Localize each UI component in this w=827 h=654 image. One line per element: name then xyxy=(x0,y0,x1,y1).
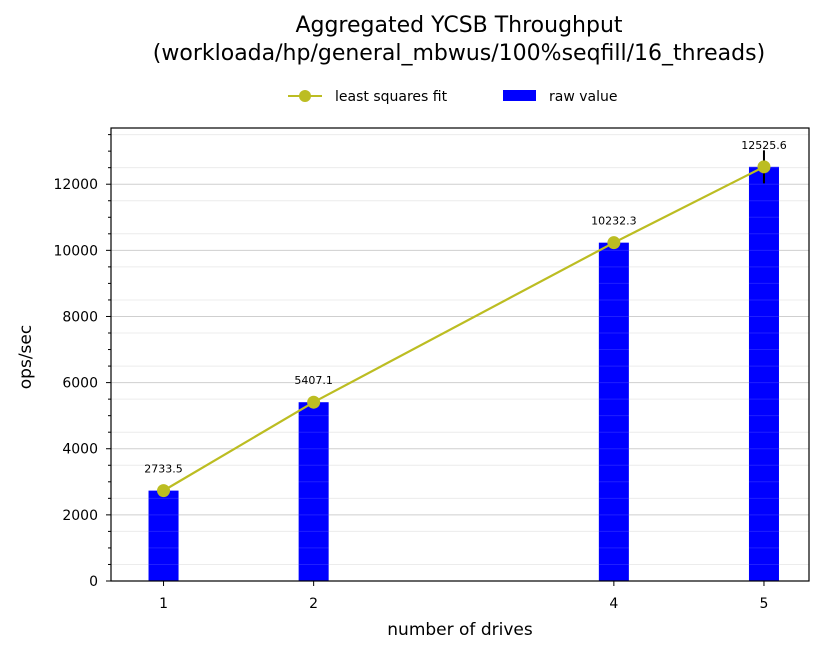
y-tick-label: 8000 xyxy=(62,309,98,325)
y-axis-label: ops/sec xyxy=(16,325,36,389)
data-label: 12525.6 xyxy=(741,139,787,152)
legend-fit-label: least squares fit xyxy=(335,89,448,105)
fit-point xyxy=(307,395,321,409)
bar xyxy=(748,166,779,582)
y-tick-label: 2000 xyxy=(62,508,98,524)
y-tick-label: 0 xyxy=(89,574,98,590)
plot-area: 0 2000 4000 6000 8000 10000 12000 2733.5 5407.1 1… xyxy=(53,127,810,612)
legend-fit-marker xyxy=(299,90,311,102)
legend-raw-label: raw value xyxy=(549,89,617,105)
y-tick-label: 12000 xyxy=(53,177,98,193)
x-tick-label: 5 xyxy=(760,596,769,612)
fit-point xyxy=(157,484,171,498)
y-tick-label: 6000 xyxy=(62,376,98,392)
data-label: 2733.5 xyxy=(144,463,183,476)
bar xyxy=(598,242,629,581)
chart-subtitle: (workloada/hp/general_mbwus/100%seqfill/… xyxy=(153,41,765,66)
data-label: 5407.1 xyxy=(294,374,333,387)
bar xyxy=(298,402,329,581)
chart-title: Aggregated YCSB Throughput xyxy=(295,13,622,38)
plot-frame xyxy=(110,127,810,582)
y-tick-label: 4000 xyxy=(62,442,98,458)
x-tick-label: 2 xyxy=(309,596,318,612)
data-label: 10232.3 xyxy=(591,215,637,228)
x-tick-label: 1 xyxy=(159,596,168,612)
y-tick-label: 10000 xyxy=(53,243,98,259)
x-axis-label: number of drives xyxy=(387,620,533,640)
x-tick-label: 4 xyxy=(609,596,618,612)
fit-line xyxy=(162,165,765,492)
fit-point xyxy=(757,160,771,174)
legend-raw-swatch xyxy=(503,90,536,101)
legend: least squares fit raw value xyxy=(288,89,617,105)
fit-point xyxy=(607,236,621,250)
bar xyxy=(148,490,179,581)
